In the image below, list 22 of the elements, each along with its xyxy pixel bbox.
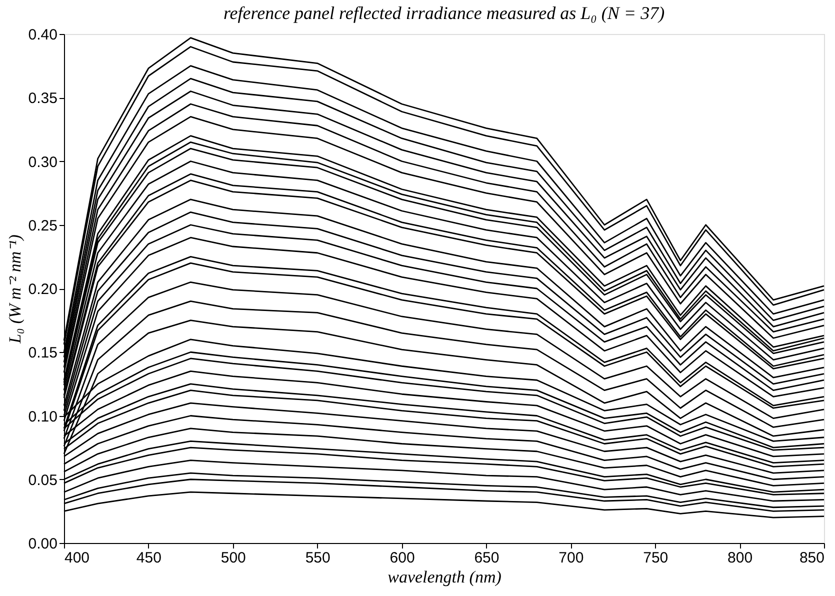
y-tick-label: 0.10 [28, 408, 58, 426]
y-tick-label: 0.25 [28, 217, 58, 234]
y-tick-label: 0.15 [28, 344, 58, 362]
y-tick-label: 0.05 [28, 472, 58, 489]
x-tick-label: 400 [64, 550, 90, 566]
x-tick-label: 850 [799, 550, 824, 566]
y-axis-title: L₀ (W m⁻² nm⁻¹) [5, 234, 24, 344]
x-tick-label: 700 [558, 550, 584, 566]
y-tick-label: 0.00 [28, 536, 58, 552]
x-tick-label: 750 [643, 550, 668, 566]
x-tick-label: 800 [728, 550, 753, 566]
x-tick-label: 600 [390, 550, 415, 566]
x-tick-label: 500 [220, 550, 246, 566]
x-tick-label: 450 [136, 550, 162, 566]
x-axis-title: wavelength (nm) [388, 568, 502, 586]
y-tick-label: 0.40 [28, 26, 58, 44]
chart-title: reference panel reflected irradiance measured as L₀ (N = 37) [223, 3, 665, 23]
y-tick-label: 0.20 [28, 281, 58, 298]
y-tick-label: 0.35 [28, 90, 58, 108]
x-tick-label: 550 [305, 550, 330, 566]
x-tick-label: 650 [474, 550, 500, 566]
y-tick-label: 0.30 [28, 154, 58, 171]
